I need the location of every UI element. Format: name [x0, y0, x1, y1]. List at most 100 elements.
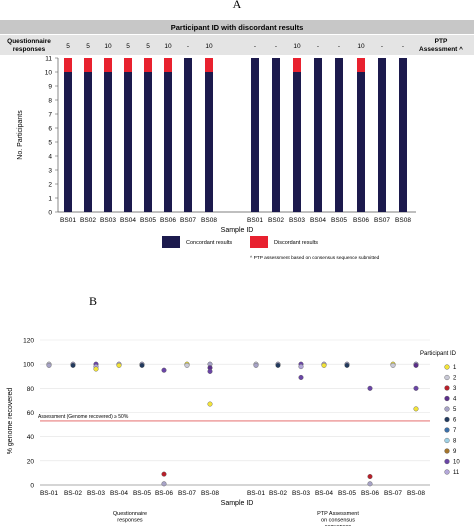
bar-concordant	[378, 58, 386, 212]
legend-marker	[444, 364, 450, 370]
legend-marker	[444, 374, 450, 381]
data-point	[413, 362, 419, 368]
response-count: -	[254, 43, 256, 50]
x-tick-label: BS02	[80, 217, 96, 224]
bar-discordant	[104, 58, 112, 72]
x-tick-label: BS04	[310, 217, 326, 224]
legend-marker	[444, 395, 450, 402]
panel-a-xlabel: Sample ID	[221, 227, 254, 234]
group-label-left: Questionnaire responses	[113, 511, 147, 524]
data-point	[413, 385, 419, 391]
y-tick-label: 6	[48, 126, 52, 133]
y-tick-label: 7	[48, 112, 52, 119]
response-count: -	[317, 43, 319, 50]
data-point	[161, 367, 167, 373]
x-tick-label: BS-06	[361, 490, 379, 497]
data-point	[367, 385, 373, 391]
data-point	[161, 471, 167, 477]
x-tick-label: BS-05	[133, 490, 151, 497]
bar-concordant	[251, 58, 259, 212]
response-count: 5	[146, 43, 150, 50]
legend-swatch-concordant	[162, 236, 180, 248]
legend-marker	[444, 448, 450, 454]
panel-a-ylabel: No. Participants	[17, 110, 24, 160]
y-tick-label: 80	[27, 386, 35, 393]
x-tick-label: BS-03	[292, 490, 310, 497]
legend-label: 6	[453, 418, 457, 424]
data-point	[298, 364, 304, 370]
y-tick-label: 11	[45, 56, 52, 63]
x-tick-label: BS03	[100, 217, 116, 224]
data-point	[413, 406, 419, 412]
bar-concordant	[272, 58, 280, 212]
bar-discordant	[357, 58, 365, 72]
panel-b-legend-title: Participant ID	[420, 351, 457, 357]
x-tick-label: BS03	[289, 217, 305, 224]
bar-discordant	[124, 58, 132, 72]
x-tick-label: BS07	[374, 217, 390, 224]
legend-label: 1	[453, 365, 457, 371]
y-tick-label: 5	[48, 140, 52, 147]
response-count: 10	[357, 43, 365, 50]
panel-a-footnote: ^ PTP assessment based on consensus sequ…	[250, 255, 380, 261]
y-tick-label: 2	[48, 182, 52, 189]
y-tick-label: 60	[27, 410, 35, 417]
legend-label: 8	[453, 439, 457, 445]
bar-concordant	[84, 72, 92, 212]
y-tick-label: 120	[23, 338, 34, 345]
bar-concordant	[144, 72, 152, 212]
panel-b-xlabel: Sample ID	[221, 500, 254, 507]
legend-label: 4	[453, 397, 457, 403]
bar-concordant	[184, 58, 192, 212]
response-count: 5	[126, 43, 130, 50]
response-row	[0, 35, 474, 55]
x-tick-label: BS-02	[64, 490, 82, 497]
x-tick-label: BS-07	[178, 490, 196, 497]
bar-concordant	[205, 72, 213, 212]
x-tick-label: BS05	[140, 217, 156, 224]
bar-concordant	[293, 72, 301, 212]
x-tick-label: BS02	[268, 217, 284, 224]
legend-marker	[444, 458, 450, 465]
x-tick-label: BS01	[247, 217, 263, 224]
response-count: 5	[86, 43, 90, 50]
data-point	[207, 368, 213, 374]
y-tick-label: 4	[48, 154, 52, 161]
legend-label: 10	[453, 460, 460, 466]
y-tick-label: 8	[48, 98, 52, 105]
x-tick-label: BS-08	[201, 490, 219, 497]
panel-a-label: A	[233, 0, 242, 11]
x-tick-label: BS-01	[247, 490, 265, 497]
y-tick-label: 0	[48, 210, 52, 217]
x-tick-label: BS-08	[407, 490, 425, 497]
x-tick-label: BS-04	[110, 490, 128, 497]
data-point	[46, 362, 52, 368]
y-tick-label: 10	[45, 70, 53, 77]
response-count: -	[402, 43, 404, 50]
x-tick-label: BS-04	[315, 490, 333, 497]
data-point	[275, 362, 281, 368]
response-count: 10	[205, 43, 213, 50]
data-point	[253, 362, 259, 368]
legend-marker	[444, 416, 450, 423]
legend-label-concordant: Concordant results	[186, 240, 232, 246]
panel-a-title-bar	[0, 20, 474, 34]
y-tick-label: 0	[30, 483, 34, 490]
data-point	[139, 362, 145, 368]
bar-concordant	[314, 58, 322, 212]
x-tick-label: BS04	[120, 217, 136, 224]
response-count: -	[187, 43, 189, 50]
bar-concordant	[104, 72, 112, 212]
bar-concordant	[335, 58, 343, 212]
panel-b-threshold-label: Assessment (Genome recovered) ≥ 50%	[38, 414, 129, 420]
x-tick-label: BS-02	[269, 490, 287, 497]
bar-concordant	[124, 72, 132, 212]
data-point	[93, 366, 99, 372]
panel-a-title: Participant ID with discordant results	[171, 23, 304, 32]
legend-swatch-discordant	[250, 236, 268, 248]
bar-discordant	[293, 58, 301, 72]
legend-marker	[444, 406, 450, 412]
data-point	[184, 362, 190, 368]
x-tick-label: BS-05	[338, 490, 356, 497]
